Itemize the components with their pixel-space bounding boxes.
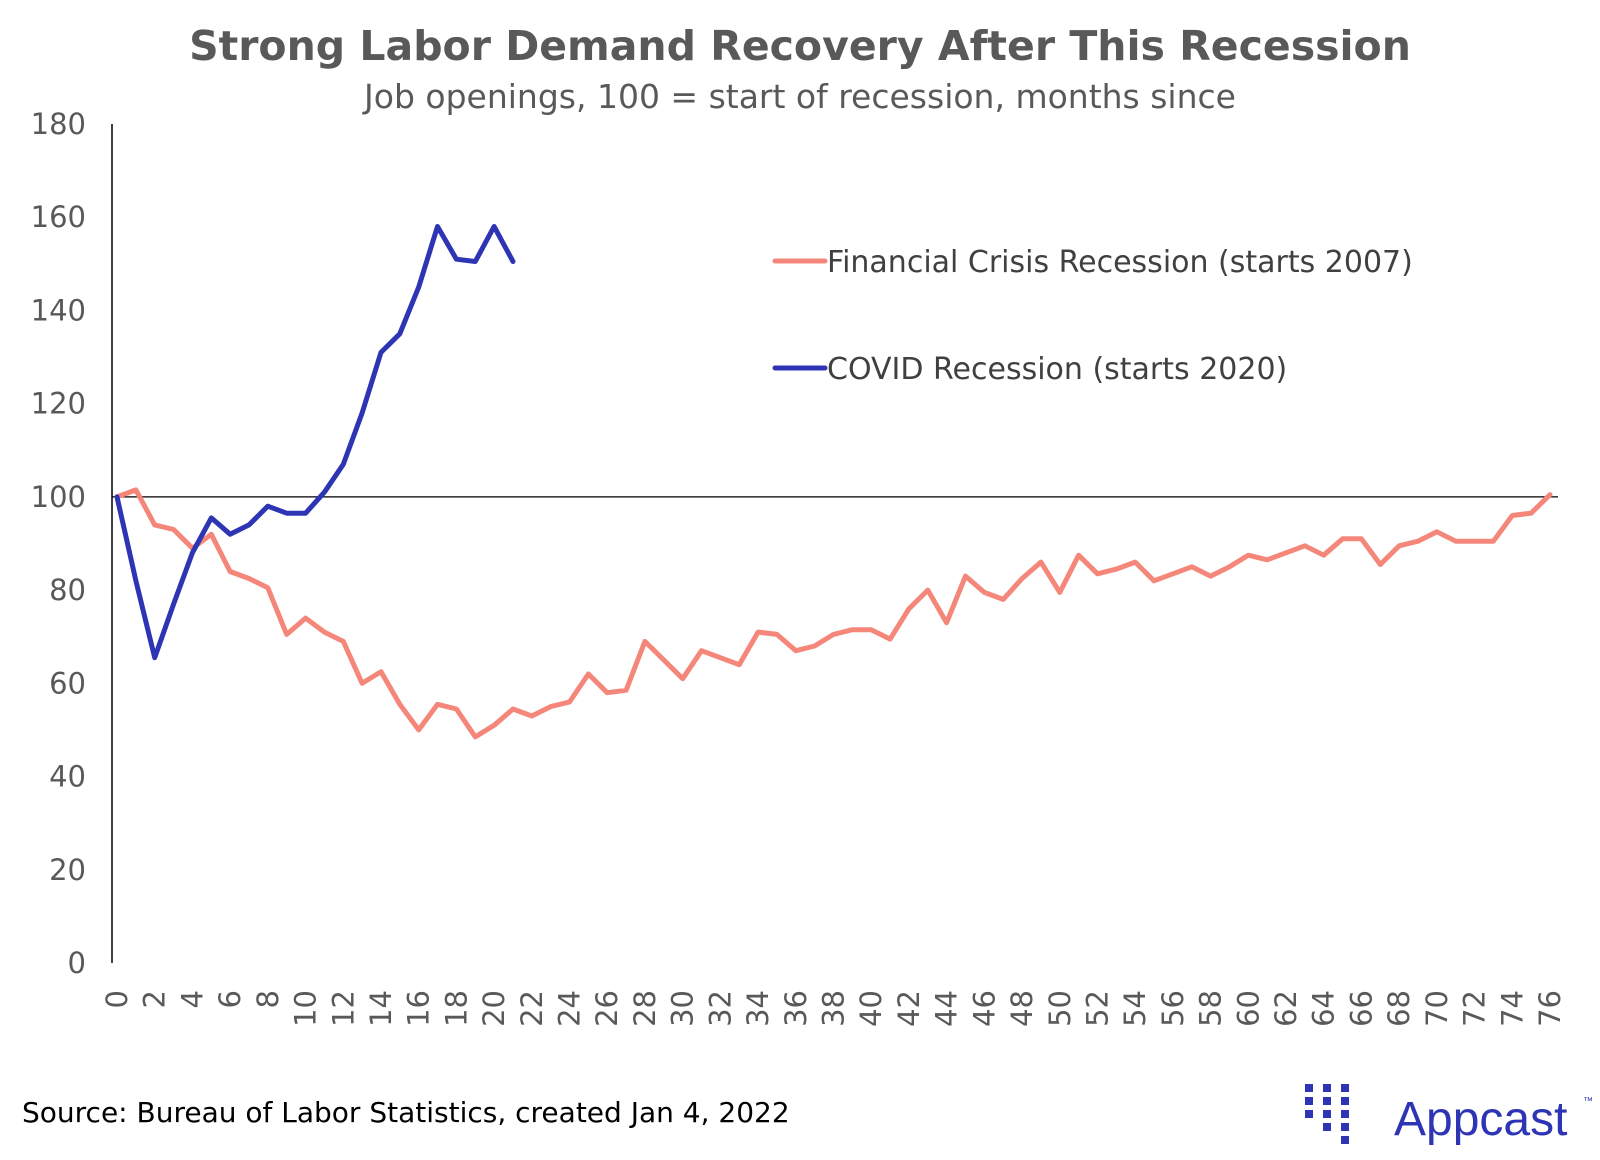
y-tick-label: 0	[68, 946, 86, 980]
legend-label-covid: COVID Recession (starts 2020)	[827, 352, 1287, 387]
x-axis: 0 2 4 6 8 10 12 14 16 18 20 22 24 26 28 30 32 34 36 38 40 42 4…	[100, 990, 1567, 1027]
logo-dot	[1305, 1084, 1313, 1092]
x-tick-label: 54	[1118, 990, 1152, 1027]
x-tick-label: 24	[553, 990, 587, 1027]
x-tick-label: 30	[666, 990, 700, 1027]
x-tick-label: 28	[628, 990, 662, 1027]
logo-dot	[1305, 1110, 1313, 1118]
x-tick-label: 16	[402, 990, 436, 1027]
x-tick-label: 76	[1533, 990, 1567, 1027]
logo-dot	[1341, 1110, 1349, 1118]
x-tick-label: 46	[967, 990, 1001, 1027]
legend-label-financial-crisis: Financial Crisis Recession (starts 2007)	[827, 245, 1413, 280]
logo-dot	[1323, 1084, 1331, 1092]
series-line-covid	[114, 224, 516, 661]
x-tick-label: 56	[1156, 990, 1190, 1027]
x-tick-label: 10	[289, 990, 323, 1027]
x-tick-label: 38	[817, 990, 851, 1027]
x-tick-label: 60	[1231, 990, 1265, 1027]
x-tick-label: 50	[1043, 990, 1077, 1027]
x-tick-label: 32	[703, 990, 737, 1027]
x-tick-label: 66	[1344, 990, 1378, 1027]
x-tick-label: 42	[892, 990, 926, 1027]
logo-dot	[1341, 1136, 1349, 1144]
chart-title: Strong Labor Demand Recovery After This …	[189, 22, 1411, 70]
x-tick-label: 44	[930, 990, 964, 1027]
y-tick-label: 20	[49, 853, 86, 887]
x-tick-label: 70	[1420, 990, 1454, 1027]
x-tick-label: 72	[1458, 990, 1492, 1027]
series-line-financial-crisis	[114, 487, 1553, 740]
series-group	[114, 224, 1553, 740]
y-tick-label: 40	[49, 760, 86, 794]
x-tick-label: 14	[364, 990, 398, 1027]
x-tick-label: 4	[175, 990, 209, 1008]
x-tick-label: 22	[515, 990, 549, 1027]
x-tick-label: 18	[439, 990, 473, 1027]
logo-dot	[1323, 1110, 1331, 1118]
y-tick-label: 80	[49, 573, 86, 607]
x-tick-label: 8	[251, 990, 285, 1008]
y-tick-label: 120	[31, 387, 86, 421]
y-tick-label: 100	[31, 480, 86, 514]
brand-trademark: ™	[1583, 1096, 1593, 1107]
x-tick-label: 36	[779, 990, 813, 1027]
x-tick-label: 58	[1194, 990, 1228, 1027]
logo-dot	[1305, 1097, 1313, 1105]
x-tick-label: 6	[213, 990, 247, 1008]
y-tick-label: 60	[49, 666, 86, 700]
chart-subtitle: Job openings, 100 = start of recession, …	[362, 77, 1236, 116]
logo-dots-icon	[1305, 1084, 1349, 1144]
x-tick-label: 20	[477, 990, 511, 1027]
x-tick-label: 48	[1005, 990, 1039, 1027]
x-tick-label: 2	[138, 990, 172, 1008]
logo-dot	[1323, 1097, 1331, 1105]
source-note: Source: Bureau of Labor Statistics, crea…	[22, 1096, 790, 1129]
x-tick-label: 64	[1307, 990, 1341, 1027]
x-tick-label: 26	[590, 990, 624, 1027]
x-tick-label: 68	[1382, 990, 1416, 1027]
x-tick-label: 0	[100, 990, 134, 1008]
x-tick-label: 62	[1269, 990, 1303, 1027]
logo-dot	[1341, 1084, 1349, 1092]
x-tick-label: 34	[741, 990, 775, 1027]
logo-dot	[1341, 1097, 1349, 1105]
x-tick-label: 40	[854, 990, 888, 1027]
x-tick-label: 52	[1080, 990, 1114, 1027]
logo-dot	[1323, 1123, 1331, 1131]
brand-name: Appcast	[1394, 1093, 1567, 1146]
logo-dot	[1341, 1123, 1349, 1131]
y-tick-label: 140	[31, 293, 86, 327]
appcast-logo: Appcast ™	[1305, 1084, 1593, 1146]
y-tick-label: 160	[31, 200, 86, 234]
y-tick-label: 180	[31, 107, 86, 141]
x-tick-label: 74	[1495, 990, 1529, 1027]
y-axis: 0 20 40 60 80 100 120 140 160 180	[31, 107, 113, 980]
x-tick-label: 12	[326, 990, 360, 1027]
legend: Financial Crisis Recession (starts 2007)…	[772, 245, 1413, 387]
